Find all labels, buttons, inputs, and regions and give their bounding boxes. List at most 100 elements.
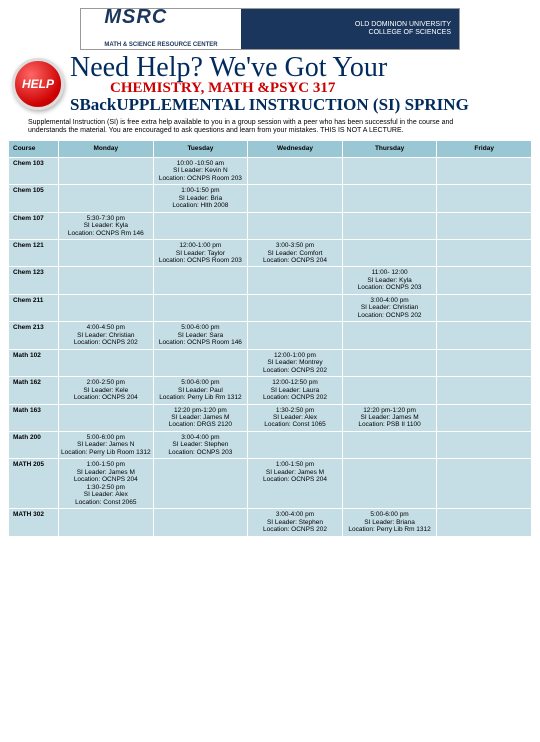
- title-block: Need Help? We've Got Your CHEMISTRY, MAT…: [70, 54, 532, 115]
- table-row: Math 1622:00-2:50 pmSI Leader: KeleLocat…: [9, 377, 532, 404]
- schedule-cell: 12:20 pm-1:20 pmSI Leader: James MLocati…: [342, 404, 437, 431]
- cell-line: Location: OCNPS Room 203: [156, 257, 246, 264]
- table-row: Math 10212:00-1:00 pmSI Leader: MontreyL…: [9, 349, 532, 376]
- cell-line: Location: OCNPS Room 146: [156, 339, 246, 346]
- schedule-cell: 5:00-6:00 pmSI Leader: PaulLocation: Per…: [153, 377, 248, 404]
- schedule-cell: 4:00-4:50 pmSI Leader: ChristianLocation…: [59, 322, 154, 349]
- cell-line: 5:00-6:00 pm: [156, 324, 246, 331]
- logo-bar: MSRC MATH & SCIENCE RESOURCE CENTER OLD …: [80, 8, 460, 50]
- cell-line: SI Leader: Bria: [156, 195, 246, 202]
- schedule-cell: [437, 377, 532, 404]
- table-row: Chem 2134:00-4:50 pmSI Leader: Christian…: [9, 322, 532, 349]
- logo-subtitle: MATH & SCIENCE RESOURCE CENTER: [104, 42, 217, 48]
- col-header: Wednesday: [248, 141, 343, 157]
- schedule-cell: [153, 294, 248, 321]
- schedule-cell: 10:00 -10:50 amSI Leader: Kevin NLocatio…: [153, 157, 248, 184]
- cell-line: SI Leader: Stephen: [250, 519, 340, 526]
- table-header-row: CourseMondayTuesdayWednesdayThursdayFrid…: [9, 141, 532, 157]
- cell-line: Location: Const 1065: [250, 421, 340, 428]
- schedule-cell: [59, 404, 154, 431]
- course-cell: MATH 302: [9, 509, 59, 536]
- cell-line: 1:00-1:50 pm: [61, 461, 151, 468]
- course-cell: Chem 211: [9, 294, 59, 321]
- schedule-cell: 3:00-4:00 pmSI Leader: ChristianLocation…: [342, 294, 437, 321]
- cell-line: 1:30-2:50 pm: [250, 407, 340, 414]
- cell-line: 1:00-1:50 pm: [156, 187, 246, 194]
- help-icon: HELP: [12, 58, 64, 110]
- cell-line: 3:00-4:00 pm: [345, 297, 435, 304]
- cell-line: SI Leader: James M: [250, 469, 340, 476]
- schedule-cell: [59, 185, 154, 212]
- cell-line: SI Leader: Paul: [156, 387, 246, 394]
- course-cell: Math 200: [9, 431, 59, 458]
- schedule-cell: 3:00-3:50 pmSI Leader: ComfortLocation: …: [248, 240, 343, 267]
- schedule-cell: [153, 212, 248, 239]
- schedule-cell: 1:00-1:50 pmSI Leader: James MLocation: …: [248, 459, 343, 509]
- logo-acronym: MSRC: [104, 6, 167, 28]
- cell-line: 12:00-1:00 pm: [156, 242, 246, 249]
- schedule-cell: [153, 459, 248, 509]
- table-row: Chem 1075:30-7:30 pmSI Leader: KylaLocat…: [9, 212, 532, 239]
- schedule-cell: [342, 349, 437, 376]
- table-row: Chem 10310:00 -10:50 amSI Leader: Kevin …: [9, 157, 532, 184]
- table-row: MATH 3023:00-4:00 pmSI Leader: StephenLo…: [9, 509, 532, 536]
- cell-line: SI Leader: Montrey: [250, 359, 340, 366]
- schedule-cell: [248, 294, 343, 321]
- cell-line: Location: DRGS 2120: [156, 421, 246, 428]
- table-row: Chem 1051:00-1:50 pmSI Leader: BriaLocat…: [9, 185, 532, 212]
- cell-line: Location: Perry Lib Rm 1312: [156, 394, 246, 401]
- table-row: Chem 121 12:00-1:00 pmSI Leader: TaylorLo…: [9, 240, 532, 267]
- schedule-cell: [437, 404, 532, 431]
- schedule-cell: [59, 240, 154, 267]
- schedule-cell: [437, 459, 532, 509]
- cell-line: 5:00-6:00 pm: [61, 434, 151, 441]
- schedule-cell: [437, 509, 532, 536]
- schedule-cell: [248, 212, 343, 239]
- schedule-cell: [59, 294, 154, 321]
- subtitle-2: SBackUPPLEMENTAL INSTRUCTION (SI) SPRING: [70, 95, 532, 115]
- course-cell: Chem 107: [9, 212, 59, 239]
- cell-line: Location: OCNPS 204: [61, 476, 151, 483]
- description: Supplemental Instruction (SI) is free ex…: [28, 119, 488, 134]
- cell-line: Location: OCNPS 202: [345, 312, 435, 319]
- cell-line: 3:00-4:00 pm: [250, 511, 340, 518]
- cell-line: 3:00-3:50 pm: [250, 242, 340, 249]
- schedule-cell: [437, 294, 532, 321]
- schedule-cell: [342, 240, 437, 267]
- schedule-cell: [342, 322, 437, 349]
- schedule-cell: 1:00-1:50 pmSI Leader: James MLocation: …: [59, 459, 154, 509]
- cell-line: SI Leader: Kevin N: [156, 167, 246, 174]
- schedule-cell: 5:00-6:00 pmSI Leader: James NLocation: …: [59, 431, 154, 458]
- schedule-cell: 3:00-4:00 pmSI Leader: StephenLocation: …: [248, 509, 343, 536]
- col-header: Thursday: [342, 141, 437, 157]
- schedule-cell: [437, 431, 532, 458]
- sub2-rest: UPPLEMENTAL INSTRUCTION (SI) SPRING: [116, 95, 468, 114]
- cell-line: SI Leader: Laura: [250, 387, 340, 394]
- cell-line: 12:00-12:50 pm: [250, 379, 340, 386]
- cell-line: Location: OCNPS 204: [61, 394, 151, 401]
- cell-line: Location: OCNPS 203: [156, 449, 246, 456]
- cell-line: Location: OCNPS 203: [345, 284, 435, 291]
- cell-line: Location: OCNPS 202: [250, 394, 340, 401]
- course-cell: Math 163: [9, 404, 59, 431]
- schedule-cell: [248, 431, 343, 458]
- course-cell: Math 102: [9, 349, 59, 376]
- schedule-cell: [59, 267, 154, 294]
- col-header: Monday: [59, 141, 154, 157]
- schedule-cell: 3:00-4:00 pmSI Leader: StephenLocation: …: [153, 431, 248, 458]
- course-cell: Chem 121: [9, 240, 59, 267]
- course-cell: Chem 123: [9, 267, 59, 294]
- schedule-cell: [342, 459, 437, 509]
- cell-line: Location: Const 2065: [61, 499, 151, 506]
- schedule-cell: 12:20 pm-1:20 pmSI Leader: James MLocati…: [153, 404, 248, 431]
- cell-line: SI Leader: Taylor: [156, 250, 246, 257]
- col-header: Friday: [437, 141, 532, 157]
- cell-line: Location: Perry Lib Rm 1312: [345, 526, 435, 533]
- cell-line: SI Leader: Kyla: [61, 222, 151, 229]
- course-cell: Chem 213: [9, 322, 59, 349]
- table-row: Math 2005:00-6:00 pmSI Leader: James NLo…: [9, 431, 532, 458]
- schedule-cell: [342, 212, 437, 239]
- schedule-cell: [437, 322, 532, 349]
- cell-line: SI Leader: Christian: [345, 304, 435, 311]
- cell-line: 4:00-4:50 pm: [61, 324, 151, 331]
